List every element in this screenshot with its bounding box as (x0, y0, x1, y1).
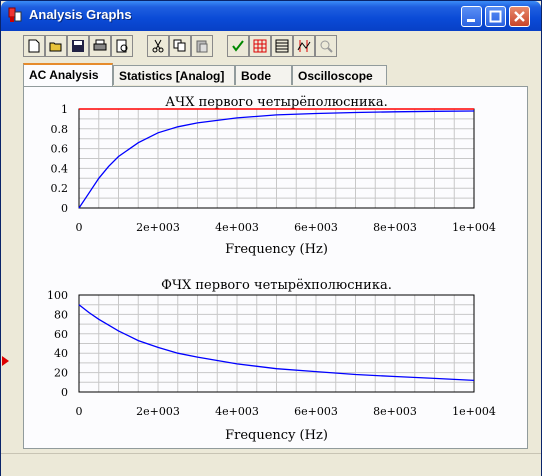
y-tick-label: 80 (54, 308, 68, 321)
status-bar (1, 453, 541, 476)
chart-title: ФЧХ первого четырёхполюсника. (161, 278, 392, 293)
cut-button[interactable] (147, 35, 169, 57)
open-button[interactable] (45, 35, 67, 57)
cut-icon (152, 39, 164, 53)
save-icon (72, 40, 84, 52)
properties-button[interactable] (227, 35, 249, 57)
legend-icon (275, 39, 289, 53)
print-icon (93, 39, 107, 51)
paste-icon (196, 40, 208, 53)
y-tick-label: 0.2 (51, 182, 69, 195)
minimize-icon (467, 19, 475, 22)
x-tick-label: 8e+003 (373, 221, 417, 234)
y-tick-label: 40 (54, 347, 68, 360)
save-button[interactable] (67, 35, 89, 57)
x-axis-label: Frequency (Hz) (225, 242, 328, 257)
open-icon (49, 42, 62, 52)
x-tick-label: 8e+003 (373, 405, 417, 418)
print-preview-button[interactable] (111, 35, 133, 57)
minimize-button[interactable] (461, 6, 482, 27)
cursors-icon (297, 40, 311, 52)
grid-button[interactable] (249, 35, 271, 57)
tab-strip: Statistics [Analog] Bode Oscilloscope AC… (23, 63, 523, 87)
x-axis-label: Frequency (Hz) (225, 428, 328, 443)
y-tick-label: 0 (61, 202, 68, 215)
x-tick-label: 4e+003 (215, 405, 259, 418)
chart-2: ФЧХ первого четырёхполюсника. 0 2e+003 4e+0… (47, 278, 496, 443)
maximize-icon (489, 10, 502, 23)
chart-title: АЧХ первого четырёполюсника. (165, 95, 387, 110)
y-tick-label: 0 (61, 386, 68, 399)
tab-label: Statistics [Analog] (119, 69, 225, 83)
app-icon (8, 7, 22, 22)
y-tick-label: 20 (54, 367, 68, 380)
series-line-1 (78, 304, 475, 382)
x-tick-label: 4e+003 (215, 221, 259, 234)
x-tick-label: 2e+003 (136, 405, 180, 418)
maximize-button[interactable] (485, 6, 506, 27)
cursors-button[interactable] (293, 35, 315, 57)
zoom-icon (320, 40, 333, 53)
close-icon (514, 11, 525, 22)
print-button[interactable] (89, 35, 111, 57)
x-tick-label: 2e+003 (136, 221, 180, 234)
copy-button[interactable] (169, 35, 191, 57)
x-tick-label: 1e+004 (452, 405, 496, 418)
y-tick-label: 1 (61, 103, 68, 116)
x-tick-label: 6e+003 (294, 405, 338, 418)
paste-button[interactable] (191, 35, 213, 57)
tab-ac-analysis[interactable]: AC Analysis (23, 63, 113, 87)
x-tick-label: 0 (76, 405, 83, 418)
properties-icon (232, 40, 244, 52)
y-tick-label: 60 (54, 328, 68, 341)
window-title: Analysis Graphs (29, 7, 132, 22)
tab-statistics-analog[interactable]: Statistics [Analog] (113, 65, 235, 85)
y-tick-label: 0.8 (51, 123, 69, 136)
title-bar[interactable]: Analysis Graphs (1, 1, 541, 31)
y-tick-label: 0.6 (51, 143, 69, 156)
y-tick-label: 100 (47, 289, 68, 302)
zoom-button[interactable] (315, 35, 337, 57)
graph-panel (23, 86, 528, 449)
tab-label: AC Analysis (29, 68, 99, 82)
chart-1: АЧХ первого четырёполюсника. 0 2e+003 4e+00… (51, 95, 496, 257)
new-icon (28, 39, 40, 53)
tab-label: Bode (241, 69, 271, 83)
tab-label: Oscilloscope (298, 69, 373, 83)
x-tick-label: 6e+003 (294, 221, 338, 234)
legend-button[interactable] (271, 35, 293, 57)
tab-bode[interactable]: Bode (235, 65, 292, 85)
y-tick-label: 0.4 (51, 162, 69, 175)
close-button[interactable] (509, 6, 530, 27)
plot-frame (78, 294, 475, 393)
new-button[interactable] (23, 35, 45, 57)
x-tick-label: 1e+004 (452, 221, 496, 234)
print-preview-icon (116, 39, 128, 53)
selected-graph-marker (2, 356, 9, 366)
plot-area: АЧХ первого четырёполюсника. 0 2e+003 4e+00… (47, 95, 496, 443)
series-line-1 (78, 110, 475, 209)
copy-icon (173, 39, 186, 52)
grid-icon (253, 39, 267, 53)
tab-oscilloscope[interactable]: Oscilloscope (292, 65, 387, 85)
toolbar (23, 34, 349, 60)
x-tick-label: 0 (76, 221, 83, 234)
